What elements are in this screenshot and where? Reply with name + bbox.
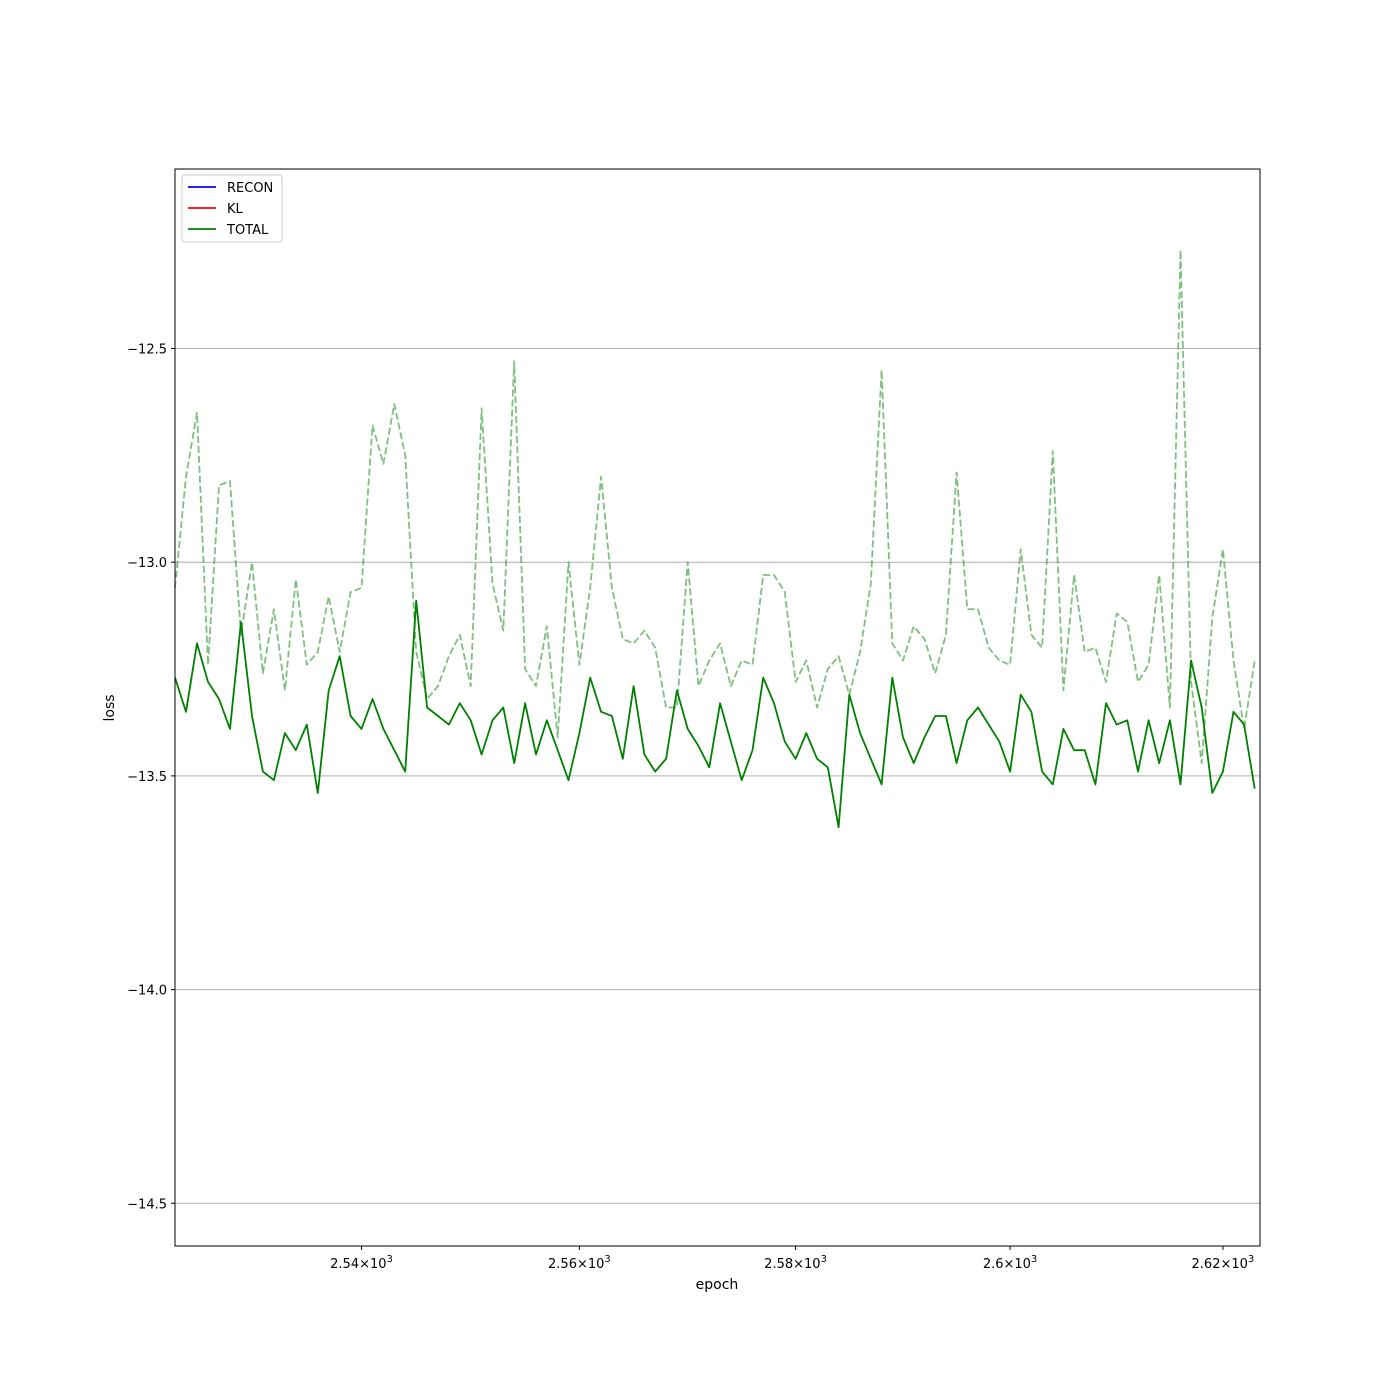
- y-tick-label: −13.5: [127, 770, 167, 785]
- y-axis-label: loss: [102, 694, 118, 721]
- y-tick-label: −13.0: [127, 556, 167, 571]
- plot-background: [175, 169, 1260, 1246]
- x-tick-label: 2.62×103: [1192, 1254, 1255, 1272]
- y-axis-ticks: −12.5 −13.0 −13.5 −14.0 −14.5: [127, 343, 175, 1212]
- grid-lines: [175, 348, 1260, 1204]
- y-tick-label: −14.0: [127, 984, 167, 999]
- plot-frame: [174, 168, 1261, 1247]
- y-tick-label: −14.5: [127, 1197, 167, 1212]
- x-tick-label: 2.54×103: [330, 1254, 393, 1272]
- x-axis-label: epoch: [696, 1277, 739, 1293]
- dashed-series-line: [174, 249, 1256, 764]
- plot-area: [174, 168, 1261, 1247]
- legend-label-total: TOTAL: [226, 223, 269, 238]
- y-tick-label: −12.5: [127, 343, 167, 358]
- series-lines: [174, 249, 1256, 829]
- legend-label-kl: KL: [227, 202, 244, 217]
- legend-box: [181, 174, 283, 243]
- x-tick-label: 2.56×103: [548, 1254, 611, 1272]
- x-tick-label: 2.58×103: [764, 1254, 827, 1272]
- series-line-total: [174, 599, 1256, 829]
- x-tick-label: 2.6×103: [983, 1254, 1037, 1272]
- legend-label-recon: RECON: [227, 181, 273, 196]
- x-axis-ticks: 2.54×103 2.56×103 2.58×103 2.6×103 2.62×103: [330, 1246, 1254, 1272]
- legend: RECON KL TOTAL: [181, 174, 283, 243]
